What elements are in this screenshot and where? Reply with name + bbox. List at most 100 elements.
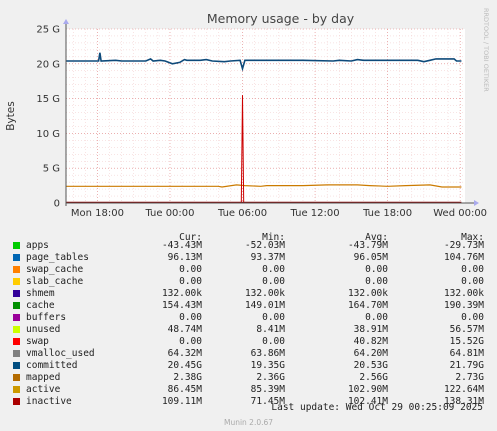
legend-row-mapped: mapped 2.38G 2.36G 2.56G 2.73G [0, 372, 497, 384]
legend-value-max: 0.00 [461, 312, 484, 323]
legend-value-cur: 154.43M [161, 300, 202, 311]
legend-row-apps: apps -43.43M -52.03M -43.79M -29.73M [0, 240, 497, 252]
legend-value-cur: 0.00 [179, 336, 202, 347]
legend-value-avg: 0.00 [365, 276, 388, 287]
legend-value-min: 19.35G [250, 360, 285, 371]
legend-value-min: 149.01M [244, 300, 285, 311]
legend-value-min: 8.41M [256, 324, 285, 335]
legend-value-max: 2.73G [455, 372, 484, 383]
y-tick-label: 25 G [36, 25, 60, 36]
legend-value-cur: 132.00k [161, 288, 202, 299]
legend-value-min: 85.39M [250, 384, 285, 395]
legend-value-min: 0.00 [262, 276, 285, 287]
legend-swatch [13, 350, 20, 357]
legend-value-cur: 86.45M [167, 384, 202, 395]
legend-value-max: 56.57M [449, 324, 484, 335]
legend-name: swap [26, 336, 49, 347]
y-tick-label: 0 [54, 199, 60, 210]
legend-value-max: 104.76M [443, 252, 484, 263]
x-tick-label: Tue 06:00 [217, 208, 267, 219]
legend-name: mapped [26, 372, 61, 383]
y-tick-label: 20 G [36, 59, 60, 70]
legend-value-avg: 40.82M [353, 336, 388, 347]
legend-swatch [13, 362, 20, 369]
legend-row-page-tables: page_tables 96.13M 93.37M 96.05M 104.76M [0, 252, 497, 264]
legend-row-buffers: buffers 0.00 0.00 0.00 0.00 [0, 312, 497, 324]
legend-row-committed: committed 20.45G 19.35G 20.53G 21.79G [0, 360, 497, 372]
legend-value-min: 132.00k [244, 288, 285, 299]
legend-value-min: 2.36G [256, 372, 285, 383]
x-axis-arrow [474, 200, 479, 206]
x-tick-label: Mon 18:00 [71, 208, 124, 219]
legend-value-min: 93.37M [250, 252, 285, 263]
legend-value-avg: 64.20M [353, 348, 388, 359]
legend-value-max: 64.81M [449, 348, 484, 359]
legend-value-avg: 102.90M [347, 384, 388, 395]
legend-value-avg: 0.00 [365, 264, 388, 275]
legend-swatch [13, 386, 20, 393]
legend-header-max: Max: [461, 232, 484, 243]
legend-name: unused [26, 324, 61, 335]
legend-swatch [13, 326, 20, 333]
legend-name: vmalloc_used [26, 348, 95, 359]
legend-value-max: 0.00 [461, 264, 484, 275]
legend-row-swap-cache: swap_cache 0.00 0.00 0.00 0.00 [0, 264, 497, 276]
y-tick-label: 15 G [36, 94, 60, 105]
legend-value-max: 138.31M [443, 396, 484, 407]
y-axis-label: Bytes [5, 101, 17, 130]
legend-row-swap: swap 0.00 0.00 40.82M 15.52G [0, 336, 497, 348]
legend-swatch [13, 242, 20, 249]
legend-row-unused: unused 48.74M 8.41M 38.91M 56.57M [0, 324, 497, 336]
legend-value-avg: 102.41M [347, 396, 388, 407]
legend-value-cur: 0.00 [179, 276, 202, 287]
legend-swatch [13, 254, 20, 261]
legend-value-avg: 0.00 [365, 312, 388, 323]
legend-value-cur: 64.32M [167, 348, 202, 359]
legend-value-cur: -43.43M [161, 240, 202, 251]
y-tick-label: 5 G [43, 164, 60, 175]
legend-value-max: 21.79G [449, 360, 484, 371]
legend-swatch [13, 302, 20, 309]
legend-value-min: 0.00 [262, 312, 285, 323]
series-line-committed [66, 52, 462, 72]
legend-name: buffers [26, 312, 67, 323]
x-tick-label: Wed 00:00 [433, 208, 487, 219]
legend-swatch [13, 278, 20, 285]
legend-name: cache [26, 300, 55, 311]
legend-value-min: 71.45M [250, 396, 285, 407]
legend-value-cur: 0.00 [179, 264, 202, 275]
rrdtool-watermark: RRDTOOL / TOBI OETIKER [482, 8, 490, 92]
legend-name: inactive [26, 396, 72, 407]
legend-name: committed [26, 360, 78, 371]
legend-value-min: -52.03M [244, 240, 285, 251]
legend-value-min: 63.86M [250, 348, 285, 359]
legend-name: apps [26, 240, 49, 251]
legend-swatch [13, 290, 20, 297]
legend-value-cur: 0.00 [179, 312, 202, 323]
legend-value-cur: 96.13M [167, 252, 202, 263]
x-tick-label: Tue 18:00 [362, 208, 412, 219]
legend-value-max: 122.64M [443, 384, 484, 395]
legend-value-cur: 20.45G [167, 360, 202, 371]
legend-value-max: 190.39M [443, 300, 484, 311]
legend-swatch [13, 266, 20, 273]
legend-value-min: 0.00 [262, 264, 285, 275]
legend-name: page_tables [26, 252, 89, 263]
series-line-active [66, 184, 462, 188]
legend-row-slab-cache: slab_cache 0.00 0.00 0.00 0.00 [0, 276, 497, 288]
legend-swatch [13, 398, 20, 405]
legend-header: Cur: Min: Avg: Max: [0, 232, 497, 244]
legend-value-avg: 20.53G [353, 360, 388, 371]
legend-value-cur: 109.11M [161, 396, 202, 407]
legend-swatch [13, 374, 20, 381]
legend-swatch [13, 314, 20, 321]
plot-background [66, 29, 465, 203]
legend-name: shmem [26, 288, 55, 299]
legend-value-max: 0.00 [461, 276, 484, 287]
x-tick-label: Tue 00:00 [144, 208, 194, 219]
chart-area: 0 5 G 10 G 15 G 20 G 25 G Mon 18:00 Tue 00:00 Tu… [5, 8, 490, 219]
x-tick-label: Tue 12:00 [290, 208, 340, 219]
legend-row-active: active 86.45M 85.39M 102.90M 122.64M [0, 384, 497, 396]
legend-header-min: Min: [262, 232, 285, 243]
legend-name: active [26, 384, 61, 395]
